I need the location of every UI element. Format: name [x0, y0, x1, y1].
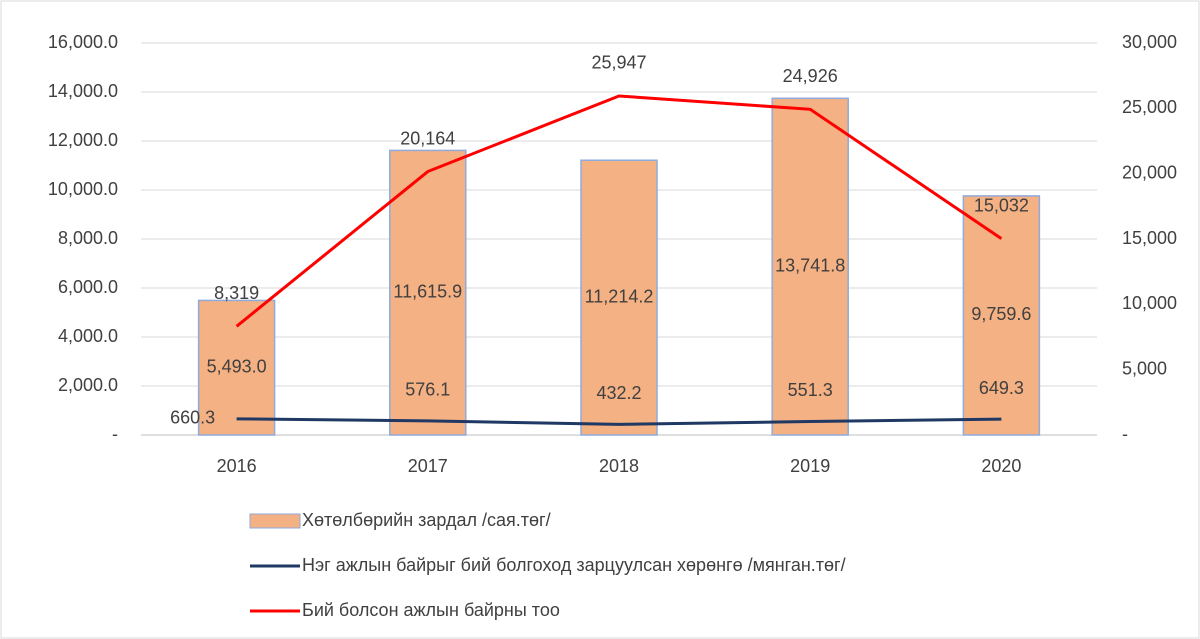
x-tick-label: 2020	[981, 456, 1021, 476]
y-tick-label: 4,000.0	[58, 326, 118, 346]
line	[236, 417, 1002, 426]
bar	[197, 299, 276, 436]
y2-tick-label: 10,000	[1122, 293, 1177, 313]
data-label: 660.3	[170, 408, 215, 428]
data-label: 15,032	[974, 195, 1029, 215]
data-label: 24,926	[783, 66, 838, 86]
y-tick-label: 6,000.0	[58, 277, 118, 297]
data-label: 649.3	[979, 378, 1024, 398]
y-tick-label: 10,000.0	[48, 179, 118, 199]
data-label: 9,759.6	[971, 304, 1031, 324]
x-tick-label: 2017	[408, 456, 448, 476]
bar	[389, 149, 467, 436]
data-label: 576.1	[405, 380, 450, 400]
data-label: 13,741.8	[775, 255, 845, 275]
x-tick-label: 2016	[217, 456, 257, 476]
x-tick-label: 2019	[790, 456, 830, 476]
data-label: 432.2	[596, 383, 641, 403]
data-label: 551.3	[788, 380, 833, 400]
legend-swatch	[249, 513, 301, 529]
data-label: 11,214.2	[585, 286, 654, 306]
y-tick-label: 2,000.0	[58, 375, 118, 395]
y2-tick-label: 25,000	[1122, 97, 1177, 117]
y2-tick-label: 30,000	[1122, 32, 1177, 52]
data-label: 11,615.9	[393, 281, 462, 301]
y2-tick-label: 5,000	[1122, 358, 1167, 378]
y-tick-label: 12,000.0	[48, 130, 118, 150]
y2-tick-label: -	[1122, 424, 1128, 444]
bar	[580, 159, 658, 436]
data-label: 5,493.0	[207, 356, 267, 376]
y-tick-label: -	[112, 424, 118, 444]
y-tick-label: 16,000.0	[48, 32, 118, 52]
legend-label: Нэг ажлын байрыг бий болгоход зарцуулсан…	[302, 555, 846, 575]
legend-label: Бий болсон ажлын байрны тоо	[302, 600, 560, 620]
y2-tick-label: 15,000	[1122, 228, 1177, 248]
x-tick-label: 2018	[599, 456, 639, 476]
line	[235, 94, 1003, 328]
legend-label: Хөтөлбөрийн зардал /сая.төг/	[302, 510, 551, 530]
y-tick-label: 8,000.0	[58, 228, 118, 248]
data-label: 25,947	[591, 53, 646, 73]
data-label: 8,319	[214, 283, 259, 303]
y2-tick-label: 20,000	[1122, 162, 1177, 182]
bar	[771, 97, 849, 436]
bar	[962, 195, 1041, 436]
y-tick-label: 14,000.0	[48, 81, 118, 101]
data-label: 20,164	[400, 128, 455, 148]
